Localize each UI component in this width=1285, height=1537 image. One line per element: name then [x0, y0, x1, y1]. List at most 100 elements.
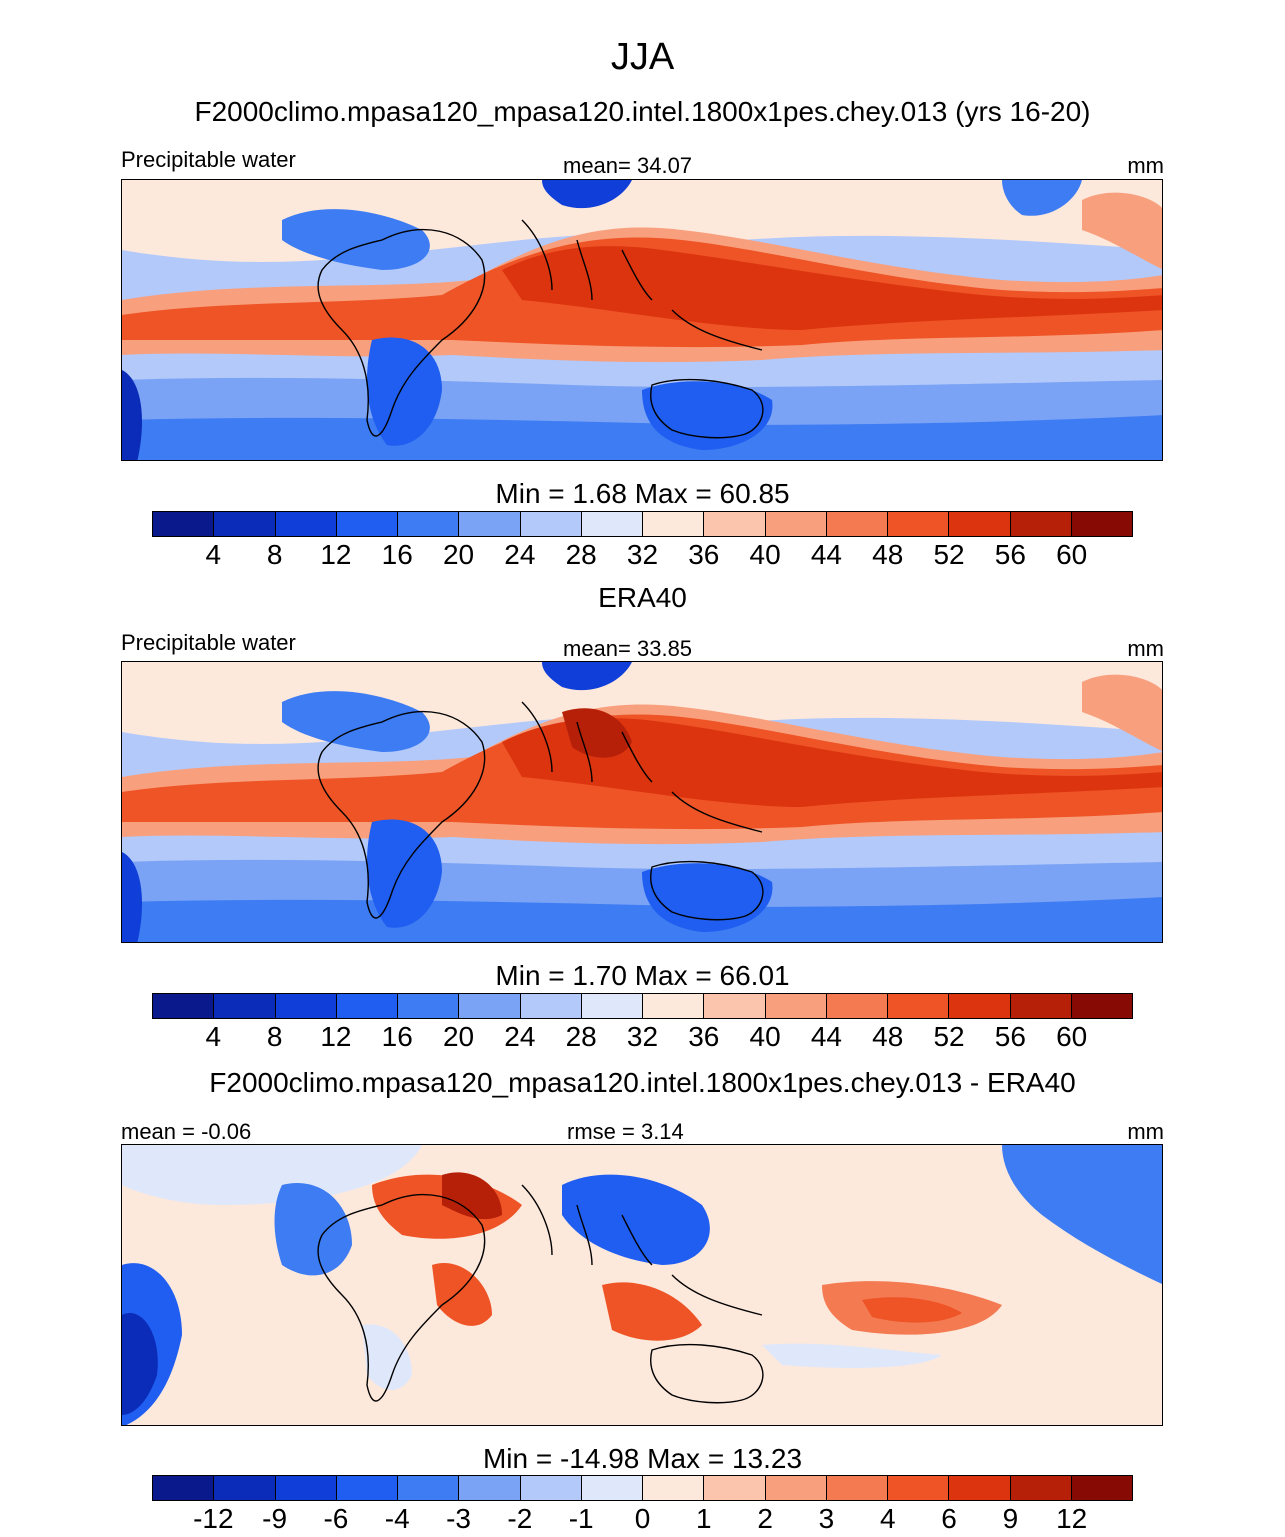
colorbar-tick-label: 4	[205, 539, 222, 570]
colorbar-segment	[1071, 994, 1132, 1018]
panel-2-colorbar	[152, 993, 1133, 1019]
colorbar-tick-label: -9	[262, 1503, 288, 1534]
panel-3-minmax: Min = -14.98 Max = 13.23	[482, 1443, 803, 1474]
colorbar-segment	[643, 512, 705, 536]
panel-2-variable-label: Precipitable water	[121, 630, 296, 655]
panel-1-mean-label: mean= 34.07	[563, 153, 693, 178]
colorbar-tick-label: 60	[1056, 1021, 1088, 1052]
colorbar-tick-label: 60	[1056, 539, 1088, 570]
figure-title: JJA	[610, 36, 675, 78]
colorbar-tick-label: 1	[696, 1503, 712, 1534]
colorbar-tick-label: 16	[381, 1021, 413, 1052]
colorbar-segment	[765, 512, 827, 536]
colorbar-tick-label: 9	[1002, 1503, 1019, 1534]
colorbar-tick-label: 2	[757, 1503, 773, 1534]
colorbar-tick-label: 20	[442, 1021, 475, 1052]
colorbar-segment	[888, 512, 950, 536]
colorbar-tick-label: 12	[1056, 1503, 1088, 1534]
colorbar-tick-label: 56	[994, 539, 1026, 570]
colorbar-segment	[704, 512, 766, 536]
colorbar-segment	[336, 1476, 398, 1500]
colorbar-segment	[888, 994, 950, 1018]
colorbar-segment	[765, 994, 827, 1018]
colorbar-tick-label: -3	[446, 1503, 472, 1534]
colorbar-segment	[1010, 994, 1072, 1018]
colorbar-segment	[153, 1476, 215, 1500]
colorbar-tick-label: 12	[320, 539, 352, 570]
colorbar-tick-label: 44	[810, 539, 843, 570]
colorbar-segment	[888, 1476, 950, 1500]
colorbar-segment	[520, 512, 582, 536]
colorbar-tick-label: 40	[749, 1021, 781, 1052]
panel-3-mean-label: mean = -0.06	[121, 1119, 252, 1144]
colorbar-segment	[949, 512, 1011, 536]
panel-3-colorbar	[152, 1475, 1133, 1501]
colorbar-tick-label: -6	[323, 1503, 349, 1534]
colorbar-segment	[153, 994, 215, 1018]
colorbar-tick-label: 56	[994, 1021, 1026, 1052]
colorbar-segment	[275, 994, 337, 1018]
colorbar-segment	[826, 994, 888, 1018]
colorbar-segment	[643, 994, 705, 1018]
colorbar-tick-label: 32	[626, 1021, 659, 1052]
panel-2-minmax: Min = 1.70 Max = 66.01	[495, 960, 790, 991]
colorbar-tick-label: 28	[565, 1021, 597, 1052]
colorbar-segment	[275, 1476, 337, 1500]
colorbar-segment	[765, 1476, 827, 1500]
panel-3-heading: F2000climo.mpasa120_mpasa120.intel.1800x…	[209, 1067, 1076, 1098]
colorbar-tick-label: 8	[266, 539, 283, 570]
colorbar-tick-label: 20	[442, 539, 475, 570]
panel-3-contour-field	[122, 1145, 1162, 1425]
colorbar-segment	[398, 994, 460, 1018]
colorbar-tick-label: 36	[688, 539, 720, 570]
colorbar-segment	[520, 1476, 582, 1500]
colorbar-segment	[1010, 512, 1072, 536]
panel-3-colorbar-ticks: -12 -9 -6 -4 -3 -2 -1 0 1 2 3 4 6 9 12	[152, 1503, 1133, 1537]
colorbar-segment	[459, 512, 521, 536]
panel-2-colorbar-ticks: 4 8 12 16 20 24 28 32 36 40 44 48 52 56 60	[152, 1021, 1133, 1055]
panel-2-mean-label: mean= 33.85	[563, 636, 693, 661]
colorbar-tick-label: 52	[933, 1021, 965, 1052]
panel-2-contour-field	[122, 662, 1162, 942]
colorbar-tick-label: 24	[504, 539, 536, 570]
colorbar-segment	[275, 512, 337, 536]
colorbar-tick-label: 52	[933, 539, 965, 570]
panel-1-minmax: Min = 1.68 Max = 60.85	[495, 478, 790, 509]
colorbar-segment	[520, 994, 582, 1018]
panel-2-map	[121, 661, 1163, 943]
colorbar-segment	[336, 994, 398, 1018]
colorbar-segment	[398, 512, 460, 536]
colorbar-tick-label: 16	[381, 539, 413, 570]
panel-2-units-label: mm	[1127, 636, 1164, 661]
colorbar-segment	[459, 1476, 521, 1500]
panel-3-units-label: mm	[1127, 1119, 1164, 1144]
panel-1-units-label: mm	[1127, 153, 1164, 178]
colorbar-tick-label: 32	[626, 539, 659, 570]
colorbar-segment	[643, 1476, 705, 1500]
colorbar-segment	[1071, 1476, 1132, 1500]
colorbar-tick-label: -12	[193, 1503, 234, 1534]
colorbar-tick-label: 24	[504, 1021, 536, 1052]
colorbar-tick-label: -1	[568, 1503, 594, 1534]
colorbar-segment	[949, 994, 1011, 1018]
colorbar-segment	[581, 512, 643, 536]
colorbar-tick-label: 12	[320, 1021, 352, 1052]
panel-3-rmse-label: rmse = 3.14	[567, 1119, 684, 1144]
colorbar-tick-label: -2	[507, 1503, 533, 1534]
panel-3-map	[121, 1144, 1163, 1426]
colorbar-segment	[826, 1476, 888, 1500]
colorbar-tick-label: 28	[565, 539, 597, 570]
colorbar-segment	[704, 994, 766, 1018]
colorbar-segment	[459, 994, 521, 1018]
colorbar-tick-label: 36	[688, 1021, 720, 1052]
colorbar-tick-label: 48	[872, 539, 904, 570]
colorbar-segment	[153, 512, 215, 536]
colorbar-tick-label: -4	[384, 1503, 410, 1534]
colorbar-segment	[949, 1476, 1011, 1500]
panel-1-colorbar	[152, 511, 1133, 537]
colorbar-segment	[1010, 1476, 1072, 1500]
panel-1-map	[121, 179, 1163, 461]
panel-1-variable-label: Precipitable water	[121, 147, 296, 172]
panel-1-colorbar-ticks: 4 8 12 16 20 24 28 32 36 40 44 48 52 56 60	[152, 539, 1133, 573]
panel-1-contour-field	[122, 180, 1162, 460]
